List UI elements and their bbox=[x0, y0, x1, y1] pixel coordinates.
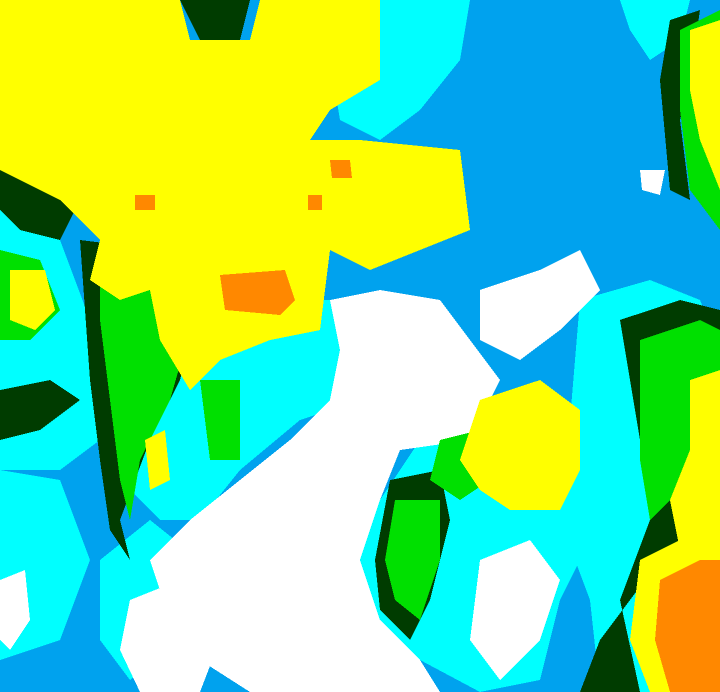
white-regions bbox=[0, 170, 665, 692]
orange-regions bbox=[135, 160, 720, 692]
